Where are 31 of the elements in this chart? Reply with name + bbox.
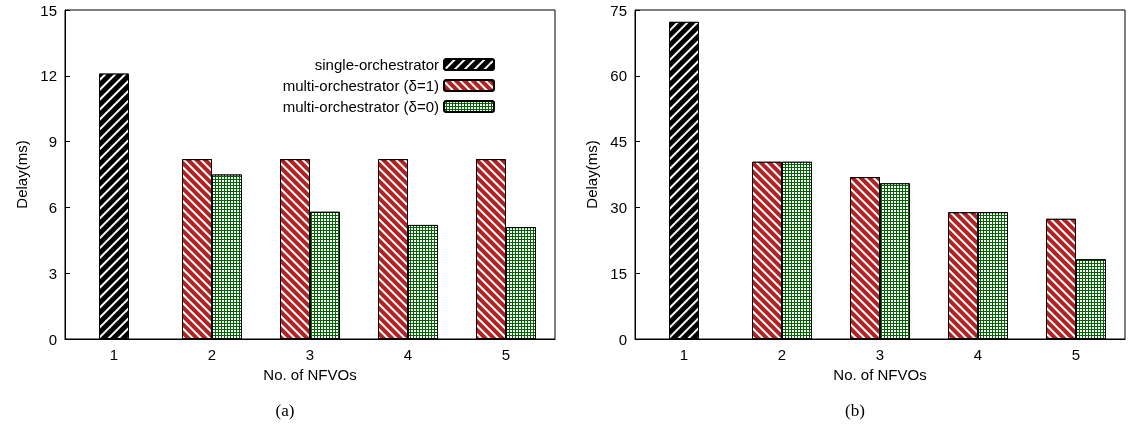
- x-tick-label: 2: [777, 346, 787, 363]
- y-tick-label: 45: [610, 133, 627, 151]
- x-tick-label: 1: [679, 346, 689, 363]
- y-tick-label: 12: [40, 67, 57, 85]
- y-tick-label: 75: [610, 1, 627, 19]
- y-tick-label: 15: [40, 1, 57, 19]
- x-tick-label: 5: [1071, 346, 1081, 363]
- x-tick-label: 3: [875, 346, 885, 363]
- y-tick-label: 0: [48, 330, 57, 348]
- y-tick-label: 60: [610, 67, 627, 85]
- x-tick-label: 4: [403, 346, 413, 363]
- x-tick-label: 4: [973, 346, 983, 363]
- y-tick-label: 3: [48, 264, 57, 282]
- text: (a): [275, 401, 295, 420]
- y-axis-title: Delay(ms): [583, 140, 600, 209]
- y-tick-label: 6: [48, 198, 57, 216]
- y-tick-label: 15: [610, 264, 627, 282]
- x-axis-title: No. of NFVOs: [833, 365, 927, 383]
- x-tick-label: 2: [207, 346, 217, 363]
- x-tick-label: 1: [109, 346, 119, 363]
- text: (b): [845, 401, 865, 420]
- x-tick-label: 3: [305, 346, 315, 363]
- y-tick-label: 0: [618, 330, 627, 348]
- x-tick-label: 5: [501, 346, 511, 363]
- y-axis-title: Delay(ms): [13, 140, 30, 209]
- x-axis-title: No. of NFVOs: [263, 365, 357, 383]
- legend-label: multi-orchestrator (δ=1): [282, 77, 439, 94]
- y-tick-label: 9: [48, 133, 57, 151]
- y-tick-label: 30: [610, 198, 627, 216]
- legend-label: single-orchestrator: [314, 56, 439, 73]
- legend-label: multi-orchestrator (δ=0): [282, 98, 439, 115]
